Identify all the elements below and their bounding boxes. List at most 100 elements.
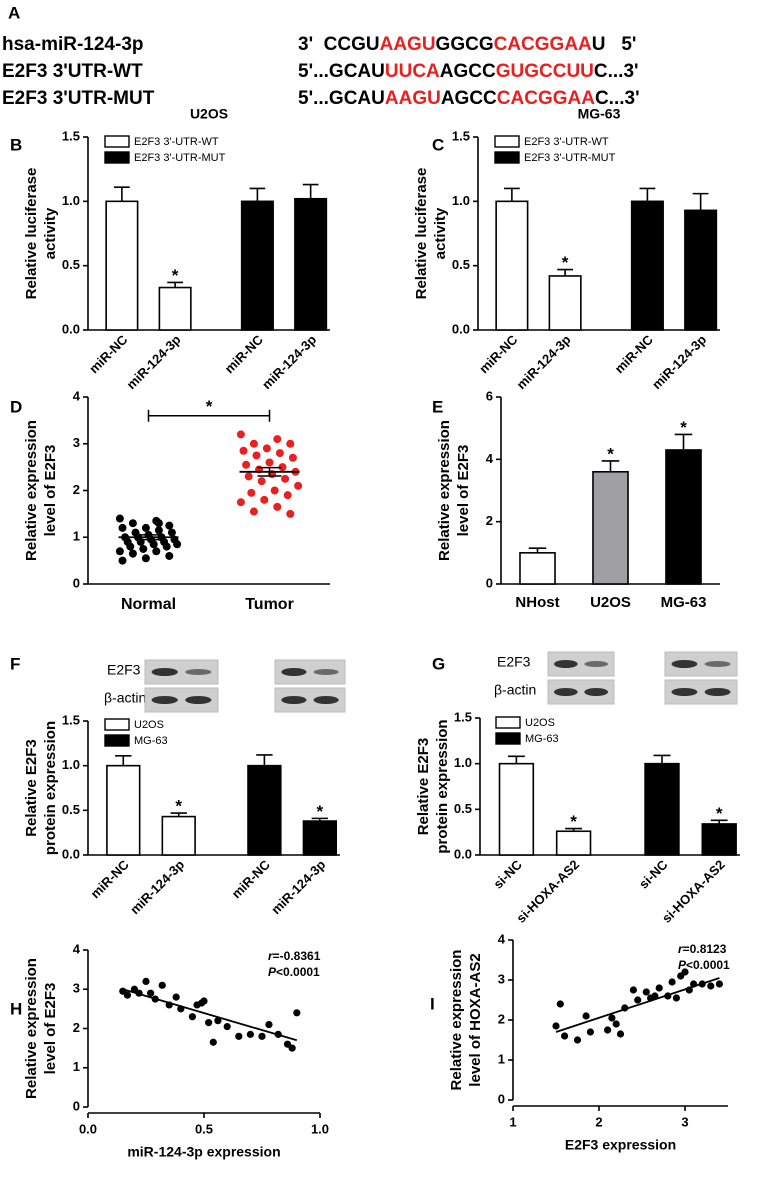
error-bar [249,187,266,202]
point [249,507,258,516]
point [154,526,163,535]
y-axis-title: activity [432,207,449,259]
x-axis-title: E2F3 expression [565,1137,676,1153]
bar [247,764,282,856]
point [126,542,135,551]
error-bar [504,187,520,202]
point [223,1022,231,1031]
y-tick-label: 4 [498,931,506,946]
panel-label: F [10,654,20,673]
x-tick-label: miR-124-3p [514,332,574,392]
bracket [147,409,271,422]
bar [302,820,338,856]
point [118,523,127,532]
stat-annotation: r=0.8123 [678,942,727,956]
x-tick-label: 3 [681,1114,688,1129]
point [141,554,150,563]
error-bar [528,547,547,553]
point [236,498,245,507]
sequence-segment: CACGGAA [497,88,595,109]
panel-label: H [10,999,22,1018]
point [247,488,256,497]
y-tick-label: 0.5 [62,257,80,272]
error-bar [639,187,656,202]
stat-symbol: r [268,949,274,963]
stat-annotation: r=-0.8361 [268,949,321,963]
point [582,1012,590,1020]
legend-swatch [495,716,521,729]
x-tick-label: miR-NC [88,857,133,902]
y-axis-title: Relative luciferase [413,168,430,300]
y-tick-label: 1 [498,1051,505,1066]
stat-symbol: P [678,958,687,972]
error-bar [674,433,693,450]
panel-label: B [10,135,22,154]
fit-line [555,977,720,1033]
bar [701,823,737,856]
bar [665,449,702,585]
y-axis-title: Relative E2F3 [23,739,40,837]
significance: * [562,253,569,272]
point [115,514,124,523]
sequence: 5'...GCAUUUCAAGCCGUGCCUUC...3' [298,61,639,82]
error-bar [710,819,728,824]
blot-band [584,688,609,696]
error-bar [557,268,573,276]
point [188,1013,196,1021]
point [118,556,127,565]
y-axis-title: Relative E2F3 [415,738,432,836]
bar [555,830,592,856]
blot-band [671,688,698,696]
y-axis-title: Relative luciferase [23,168,40,300]
y-axis-title: protein expression [42,721,59,855]
sequence-segment: 5'...GCAU [298,88,385,109]
blot-band [313,696,339,704]
y-tick-label: 1.5 [62,712,80,727]
point [283,491,292,500]
panel-label: E [432,397,443,416]
x-tick-label: 1.0 [311,1121,329,1136]
sequence-segment: AAGU [385,88,441,109]
legend-swatch [104,135,130,148]
sem-bar [136,534,161,541]
fit-line [122,988,298,1042]
sequence-segment: U 5' [592,34,637,55]
y-tick-label: 1.0 [62,193,80,208]
y-tick-label: 2 [498,1011,505,1026]
legend-label: E2F3 3'-UTR-WT [134,136,219,148]
legend-swatch [494,135,520,148]
bar [105,200,139,331]
y-tick-label: 2 [73,1020,80,1035]
bar [106,764,141,856]
point [288,453,297,462]
legend-swatch [494,151,520,164]
x-tick-label: 0.5 [195,1121,213,1136]
y-tick-label: 1 [73,529,80,544]
stat-annotation: P<0.0001 [678,958,730,972]
point [235,1032,243,1040]
point [128,549,137,558]
y-tick-label: 0.5 [454,801,472,816]
legend-label: E2F3 3'-UTR-MUT [524,152,616,164]
stat-annotation: P<0.0001 [268,965,320,979]
bar [240,200,274,331]
x-tick-label: si-NC [636,857,671,892]
sequence-name: E2F3 3'UTR-MUT [2,88,155,109]
stat-value: =0.8123 [683,942,727,956]
x-tick-label: miR-124-3p [268,857,328,917]
error-bar [601,460,620,472]
x-tick-label: Tumor [245,596,294,613]
legend-label: E2F3 3'-UTR-MUT [134,152,226,164]
y-tick-label: 0 [486,575,493,590]
sequence-segment: UUCA [385,61,440,82]
point [655,984,663,992]
point [281,474,290,483]
y-tick-label: 0.0 [62,846,80,861]
legend-label: MG-63 [525,733,559,745]
point [286,439,295,448]
error-bar [692,192,709,211]
y-tick-label: 1.0 [452,193,470,208]
blot-band [281,696,307,704]
point [642,988,650,996]
point [634,996,642,1004]
